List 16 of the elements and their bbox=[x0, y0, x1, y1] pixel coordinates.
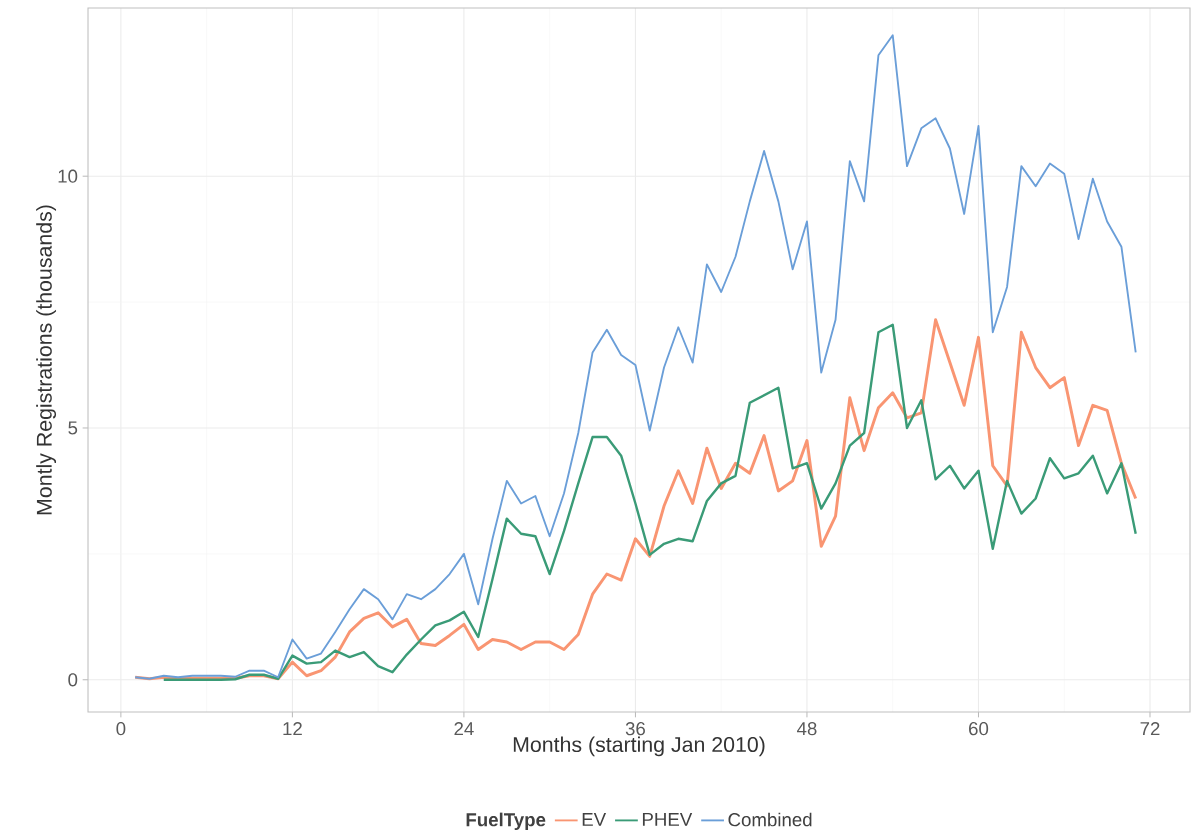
y-tick-label: 5 bbox=[68, 421, 78, 435]
legend-label: EV bbox=[582, 812, 607, 826]
x-tick-label: 0 bbox=[116, 722, 126, 736]
x-tick-label: 48 bbox=[796, 722, 817, 736]
y-axis-title: Montly Registrations (thousands) bbox=[36, 205, 57, 515]
legend-title: FuelType bbox=[466, 812, 546, 831]
x-tick-label: 60 bbox=[969, 722, 989, 736]
legend-label: PHEV bbox=[642, 812, 693, 826]
x-axis-title: Months (starting Jan 2010) bbox=[513, 736, 765, 757]
y-tick-label: 10 bbox=[58, 169, 78, 183]
x-tick-label: 72 bbox=[1140, 722, 1160, 736]
y-tick-label: 0 bbox=[68, 673, 78, 687]
x-tick-label: 36 bbox=[625, 722, 645, 736]
legend-label: Combined bbox=[728, 812, 812, 827]
x-tick-label: 24 bbox=[454, 722, 474, 736]
x-tick-label: 12 bbox=[283, 722, 302, 736]
